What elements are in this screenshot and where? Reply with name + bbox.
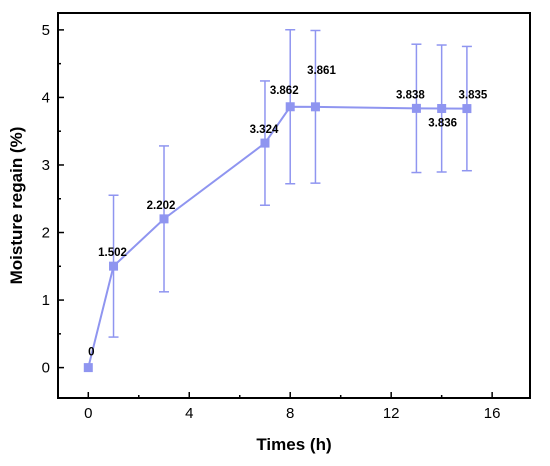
data-label: 1.502	[98, 247, 127, 259]
data-point	[83, 363, 93, 373]
data-label: 3.862	[270, 85, 299, 97]
data-point	[462, 104, 472, 114]
y-tick-label: 1	[42, 292, 50, 309]
x-axis-title: Times (h)	[256, 435, 331, 454]
data-label: 3.838	[396, 89, 425, 101]
data-label: 2.202	[147, 200, 176, 212]
data-label: 3.836	[428, 118, 457, 130]
x-tick-label: 12	[383, 405, 400, 422]
y-tick-label: 3	[42, 157, 50, 174]
data-label: 3.324	[250, 124, 279, 136]
data-point	[159, 214, 169, 224]
data-point	[437, 104, 447, 114]
data-point	[109, 261, 119, 271]
data-point	[285, 102, 295, 112]
y-tick-label: 2	[42, 225, 50, 242]
series-moisture-regain	[83, 29, 472, 373]
data-point	[260, 138, 270, 148]
data-labels: 0 1.502 2.202 3.324 3.862 3.861 3.838 3.836 3.83…	[88, 65, 488, 359]
y-tick-label: 0	[42, 360, 50, 377]
plot-frame	[57, 12, 531, 399]
series-line	[87, 105, 467, 368]
data-point	[411, 103, 421, 113]
x-tick-label: 4	[185, 405, 193, 422]
y-tick-label: 5	[42, 22, 50, 39]
y-tick-label: 4	[42, 89, 50, 106]
data-label: 0	[88, 347, 94, 359]
data-label: 3.861	[307, 65, 336, 77]
data-point	[310, 102, 320, 112]
x-tick-label: 8	[286, 405, 294, 422]
x-tick-label: 16	[484, 405, 501, 422]
data-label: 3.835	[459, 90, 488, 102]
x-tick-label: 0	[84, 405, 92, 422]
y-axis-title: Moisture regain (%)	[7, 127, 26, 285]
